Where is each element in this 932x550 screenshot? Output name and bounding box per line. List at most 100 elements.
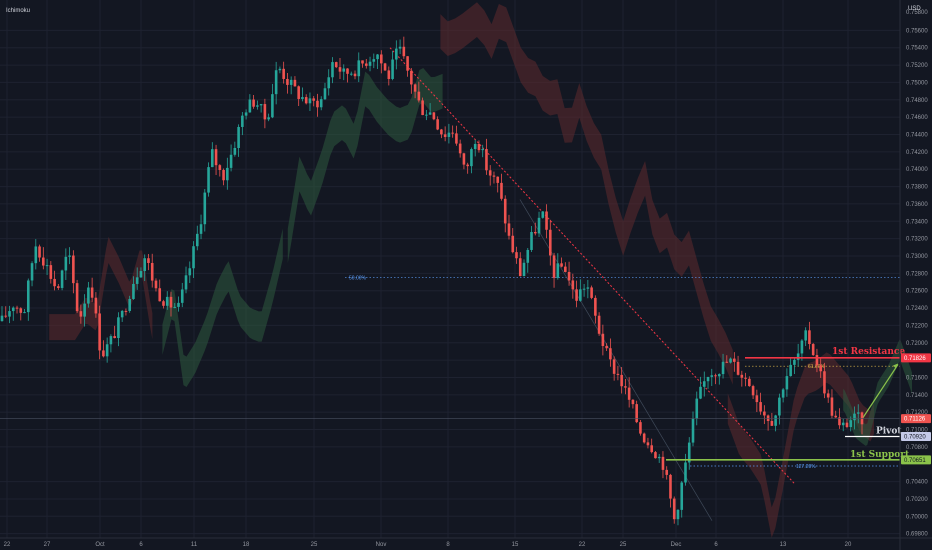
candle-body: [440, 129, 443, 135]
candle-body: [830, 397, 834, 416]
candle-body: [586, 287, 590, 289]
candle-body: [26, 280, 30, 313]
candle-body: [42, 257, 45, 266]
support-resistance-levels[interactable]: [0, 357, 900, 461]
candlestick-series[interactable]: [0, 36, 864, 526]
candle-body: [349, 73, 353, 75]
y-tick-label: 0.69800: [906, 532, 928, 538]
candle-body: [45, 265, 49, 267]
candle-body: [117, 317, 120, 339]
y-tick-label: 0.72000: [906, 341, 928, 347]
candle-body: [748, 378, 751, 387]
candle-body: [417, 91, 421, 101]
candle-body: [789, 364, 792, 377]
y-tick-label: 0.71000: [906, 428, 928, 434]
y-tick-label: 0.70200: [906, 497, 928, 503]
candle-body: [274, 70, 278, 95]
candle-body: [323, 88, 327, 100]
cloud-bull-segment: [162, 228, 283, 387]
candle-body: [526, 249, 530, 263]
candle-body: [11, 307, 15, 312]
candle-body: [823, 371, 826, 394]
cloud-bear-segment: [49, 236, 153, 341]
projection-arrowhead: [893, 363, 898, 369]
candle-body: [481, 149, 484, 151]
candle-body: [395, 48, 398, 60]
candle-body: [139, 271, 143, 278]
candle-body: [552, 255, 556, 278]
candle-body: [289, 79, 293, 85]
y-tick-label: 0.74200: [906, 150, 928, 156]
candle-body: [342, 68, 346, 72]
candle-body: [195, 233, 199, 247]
candle-body: [98, 313, 101, 351]
candle-body: [293, 79, 297, 87]
candle-body: [173, 306, 177, 308]
candle-body: [406, 56, 409, 71]
x-tick-label: 15: [512, 542, 519, 548]
candle-body: [150, 262, 154, 281]
candle-body: [522, 262, 526, 277]
candle-body: [271, 94, 274, 118]
candle-body: [451, 132, 454, 134]
candle-body: [244, 112, 248, 116]
candle-body: [826, 393, 830, 398]
x-tick-label: 25: [311, 542, 318, 548]
candle-body: [297, 86, 300, 99]
candle-body: [319, 99, 323, 108]
y-tick-label: 0.75200: [906, 63, 928, 69]
candle-body: [316, 100, 319, 108]
candle-body: [391, 59, 394, 79]
support-price-badge: 0.70651: [904, 458, 926, 464]
candle-body: [331, 62, 334, 78]
y-tick-label: 0.74600: [906, 115, 928, 121]
candle-body: [650, 445, 653, 453]
candle-body: [357, 60, 361, 77]
candle-body: [432, 112, 436, 120]
x-tick-label: 6: [139, 542, 143, 548]
candle-body: [278, 68, 282, 71]
y-tick-label: 0.75000: [906, 80, 928, 86]
candle-body: [143, 258, 147, 272]
candle-body: [496, 176, 500, 183]
candle-body: [218, 165, 222, 171]
candle-body: [687, 442, 691, 463]
candle-body: [485, 149, 488, 171]
candle-body: [458, 143, 462, 154]
candle-body: [222, 170, 225, 181]
level-annotations: 1st Resistance 1st Support Pivot: [832, 347, 910, 460]
resistance-price-badge: 0.71826: [904, 356, 926, 362]
candle-body: [725, 361, 729, 363]
candle-body: [530, 231, 533, 250]
candle-body: [154, 280, 158, 289]
candle-body: [515, 252, 518, 259]
candle-body: [706, 376, 710, 382]
indicator-label[interactable]: Ichimoku: [6, 8, 30, 14]
candle-body: [691, 418, 695, 443]
candle-body: [180, 289, 184, 303]
candle-body: [304, 97, 308, 104]
resistance-price-badge-bg: [901, 353, 931, 363]
candle-body: [199, 224, 203, 234]
candle-body: [676, 509, 680, 520]
projection-arrow: [861, 364, 899, 420]
candle-body: [507, 223, 511, 236]
candle-body: [120, 310, 124, 318]
candle-body: [226, 167, 229, 181]
candle-body: [353, 73, 357, 77]
candle-body: [383, 63, 387, 71]
candle-body: [162, 301, 165, 306]
candle-body: [800, 340, 804, 354]
time-axis[interactable]: 22 27 Oct 6 11 18 25 Nov 8 15 22 25 Dec 6 13 20: [0, 537, 932, 548]
candle-body: [500, 182, 503, 199]
candle-body: [364, 63, 368, 66]
candle-body: [841, 422, 845, 426]
candle-body: [560, 263, 563, 267]
candle-body: [541, 211, 545, 218]
candle-body: [79, 311, 83, 317]
candle-body: [657, 456, 661, 459]
candle-body: [564, 266, 567, 272]
candle-body: [233, 147, 237, 155]
candle-body: [237, 126, 240, 148]
